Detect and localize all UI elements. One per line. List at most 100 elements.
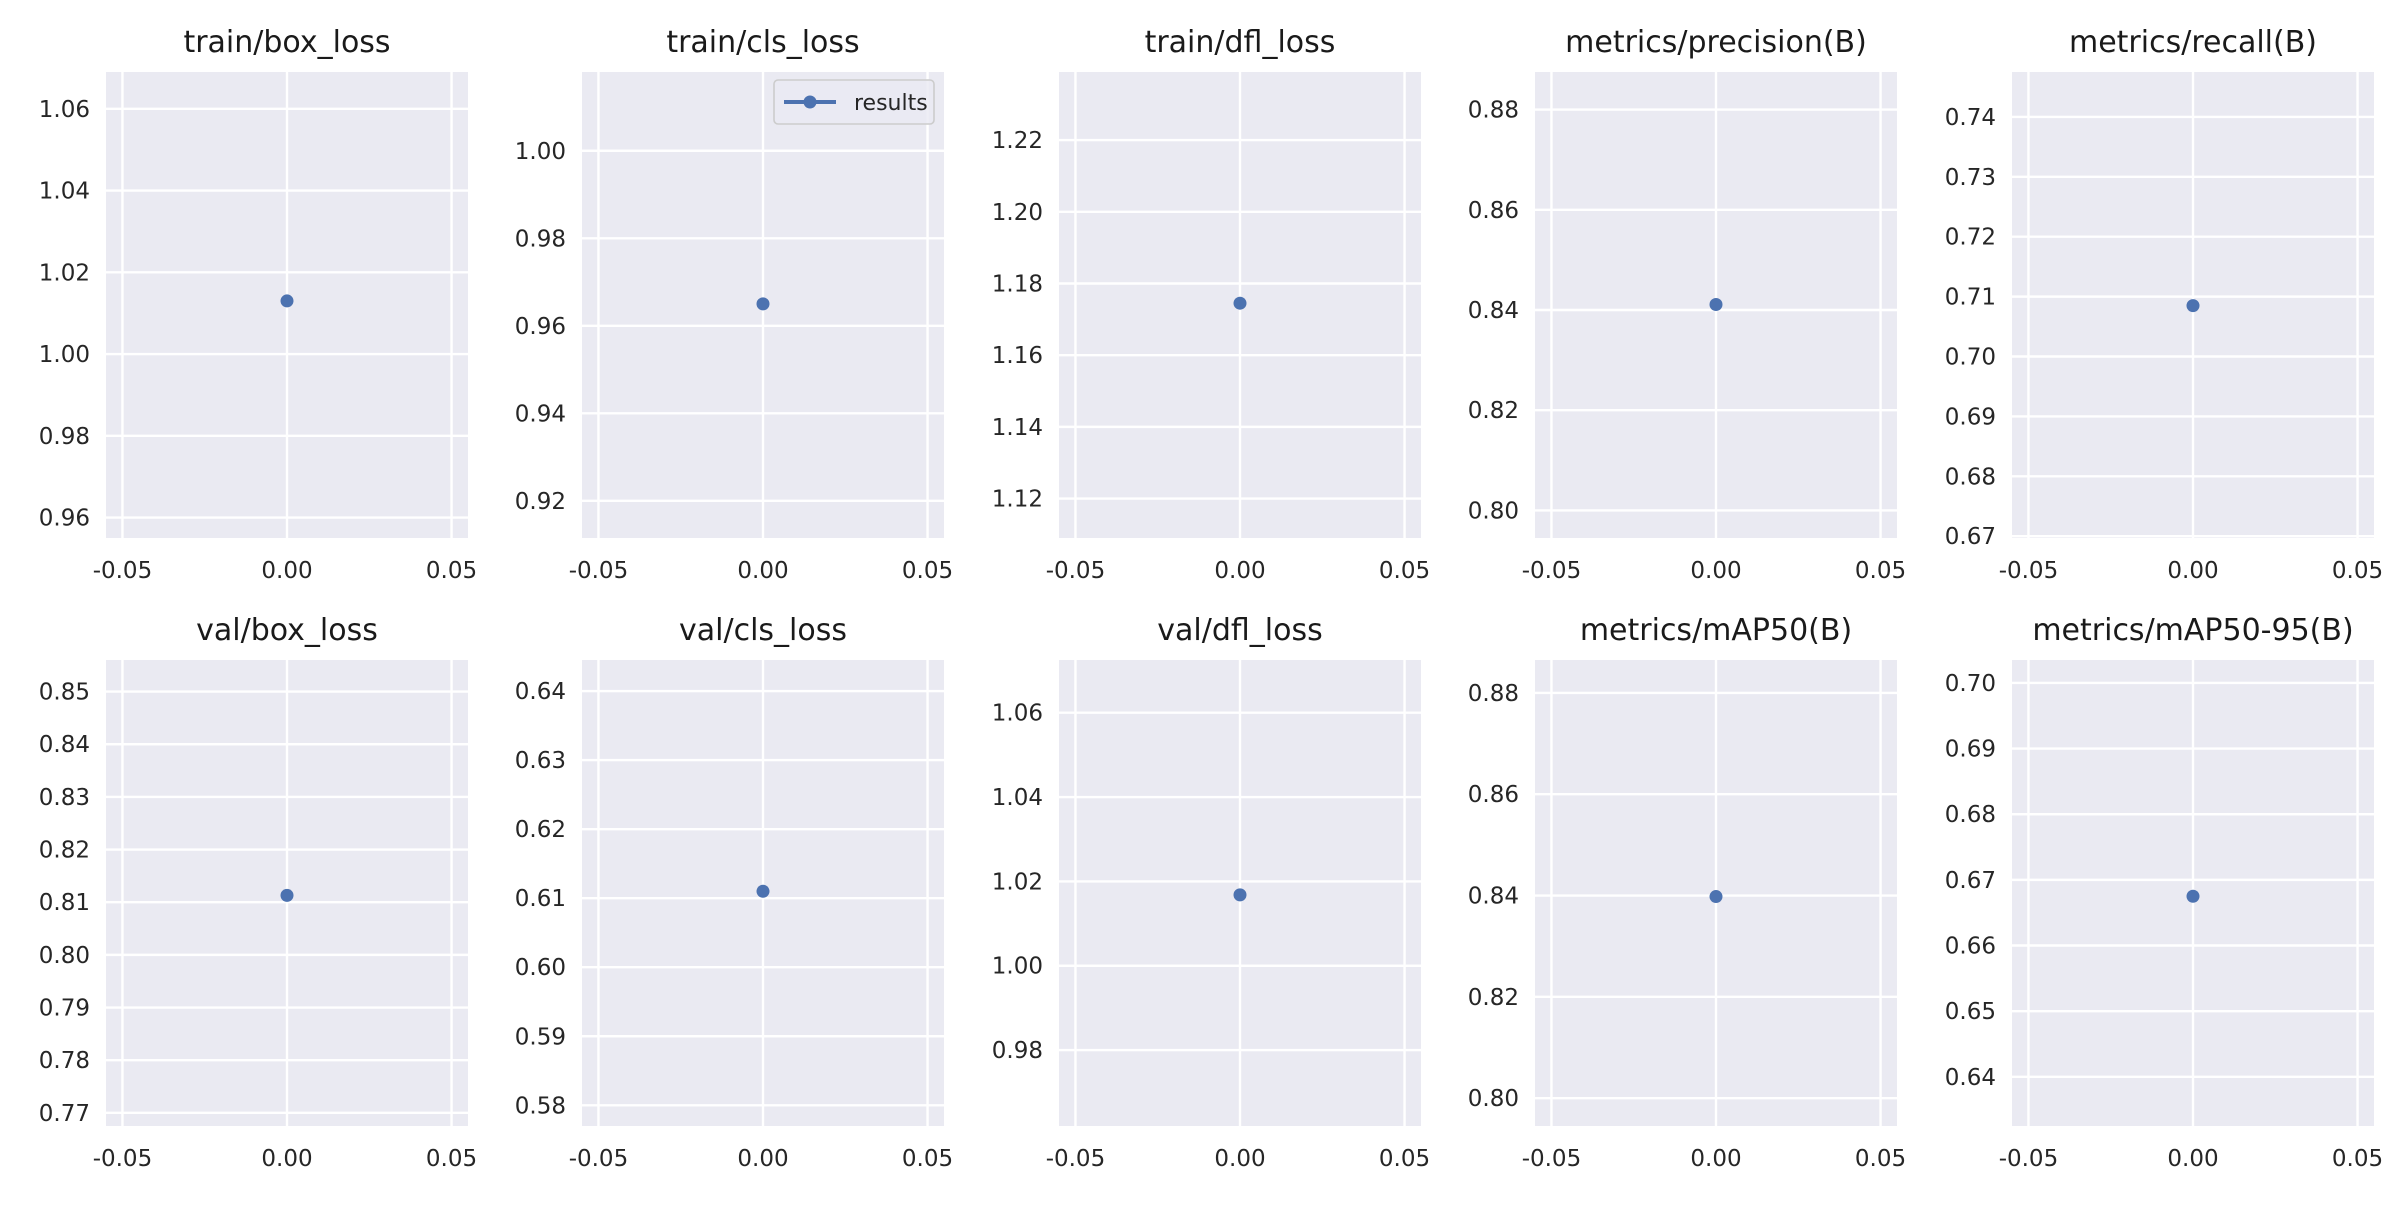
data-point (1233, 296, 1247, 310)
panel-title: val/dfl_loss (1157, 613, 1322, 648)
y-tick-label: 0.94 (515, 401, 566, 427)
x-tick-label: -0.05 (1999, 1146, 2059, 1172)
panel-title: metrics/mAP50(B) (1580, 613, 1852, 648)
panel-title: train/box_loss (183, 25, 390, 60)
legend-label: results (854, 91, 928, 116)
y-tick-label: 0.80 (1468, 1086, 1519, 1112)
x-tick-label: 0.05 (2332, 558, 2383, 584)
panel-title: metrics/recall(B) (2069, 25, 2317, 60)
x-tick-label: 0.00 (1214, 1146, 1265, 1172)
data-point (2186, 299, 2200, 313)
y-tick-label: 0.80 (39, 943, 90, 969)
y-tick-label: 0.67 (1945, 524, 1996, 550)
axes-content (1059, 72, 1421, 538)
x-tick-label: 0.05 (2332, 1146, 2383, 1172)
legend: results (773, 79, 935, 125)
y-tick-label: 1.02 (39, 260, 90, 286)
y-tick-label: 0.86 (1468, 782, 1519, 808)
y-tick-label: 0.96 (39, 506, 90, 532)
x-tick-label: 0.00 (737, 1146, 788, 1172)
y-tick-label: 0.64 (515, 679, 566, 705)
y-tick-label: 0.98 (992, 1038, 1043, 1064)
subplot-val-box-loss: -0.05 0.00 0.05 0.77 0.78 0.79 0.80 0.81 0.82 0.8… (39, 613, 477, 1172)
y-tick-label: 0.78 (39, 1048, 90, 1074)
y-tick-label: 1.06 (39, 97, 90, 123)
x-tick-label: -0.05 (1046, 1146, 1106, 1172)
y-tick-label: 1.12 (992, 487, 1043, 513)
data-point (756, 884, 770, 898)
panel-title: val/cls_loss (679, 613, 847, 648)
y-tick-label: 0.66 (1945, 934, 1996, 960)
x-tick-label: 0.00 (737, 558, 788, 584)
y-tick-label: 0.98 (39, 424, 90, 450)
axes-content (2012, 72, 2374, 538)
y-tick-label: 1.14 (992, 415, 1043, 441)
x-tick-label: 0.00 (1690, 1146, 1741, 1172)
y-tick-label: 1.22 (992, 128, 1043, 154)
panel-title: train/dfl_loss (1145, 25, 1336, 60)
y-tick-label: 1.20 (992, 200, 1043, 226)
axes-content (1535, 660, 1897, 1126)
x-tick-label: 0.05 (902, 1146, 953, 1172)
y-tick-label: 0.70 (1945, 345, 1996, 371)
x-tick-label: 0.00 (261, 558, 312, 584)
subplot-val-dfl-loss: -0.05 0.00 0.05 0.98 1.00 1.02 1.04 1.06 val/dfl… (992, 613, 1430, 1172)
x-tick-label: 0.00 (1690, 558, 1741, 584)
y-tick-label: 0.88 (1468, 98, 1519, 124)
subplot-metrics-recall-b: -0.05 0.00 0.05 0.67 0.68 0.69 0.70 0.71 0.72 0.7… (1945, 25, 2383, 584)
y-tick-label: 0.80 (1468, 498, 1519, 524)
x-tick-label: 0.05 (426, 558, 477, 584)
x-tick-label: -0.05 (1046, 558, 1106, 584)
x-tick-label: 0.00 (1214, 558, 1265, 584)
data-point (1709, 890, 1723, 904)
y-tick-label: 0.77 (39, 1101, 90, 1127)
y-tick-label: 0.84 (1468, 298, 1519, 324)
y-tick-label: 0.82 (39, 838, 90, 864)
y-tick-label: 0.72 (1945, 225, 1996, 251)
y-tick-label: 0.86 (1468, 198, 1519, 224)
y-tick-label: 0.62 (515, 817, 566, 843)
axes-content (2012, 660, 2374, 1126)
x-tick-label: -0.05 (93, 1146, 153, 1172)
x-tick-label: 0.05 (1379, 558, 1430, 584)
x-tick-label: 0.05 (1855, 558, 1906, 584)
y-tick-label: 0.63 (515, 748, 566, 774)
axes-content (582, 660, 944, 1126)
y-tick-label: 0.69 (1945, 404, 1996, 430)
panel-title: metrics/precision(B) (1565, 25, 1867, 60)
y-tick-label: 0.96 (515, 314, 566, 340)
y-tick-label: 1.00 (515, 139, 566, 165)
x-tick-label: 0.00 (261, 1146, 312, 1172)
subplot-train-cls-loss: -0.05 0.00 0.05 0.92 0.94 0.96 0.98 1.00 train/c… (515, 25, 953, 584)
data-point (1709, 297, 1723, 311)
x-tick-label: -0.05 (1999, 558, 2059, 584)
panel-title: metrics/mAP50-95(B) (2032, 613, 2353, 648)
x-tick-label: -0.05 (1522, 1146, 1582, 1172)
subplot-metrics-map50-95-b: -0.05 0.00 0.05 0.64 0.65 0.66 0.67 0.68 0.69 0.7… (1945, 613, 2383, 1172)
x-tick-label: 0.00 (2167, 1146, 2218, 1172)
x-tick-label: -0.05 (1522, 558, 1582, 584)
data-point (756, 297, 770, 311)
axes-content (106, 660, 468, 1126)
x-tick-label: -0.05 (569, 558, 629, 584)
axes-content (1059, 660, 1421, 1126)
y-tick-label: 0.70 (1945, 671, 1996, 697)
panel-title: val/box_loss (196, 613, 378, 648)
data-point (280, 888, 294, 902)
axes-content (106, 72, 468, 538)
y-tick-label: 0.82 (1468, 398, 1519, 424)
y-tick-label: 0.73 (1945, 165, 1996, 191)
y-tick-label: 0.98 (515, 226, 566, 252)
subplot-metrics-map50-b: -0.05 0.00 0.05 0.80 0.82 0.84 0.86 0.88 metrics… (1468, 613, 1906, 1172)
legend-marker (803, 95, 817, 109)
y-tick-label: 0.85 (39, 680, 90, 706)
y-tick-label: 0.84 (1468, 884, 1519, 910)
subplot-train-box-loss: -0.05 0.00 0.05 0.96 0.98 1.00 1.02 1.04 1.06 tra… (39, 25, 477, 584)
y-tick-label: 1.06 (992, 701, 1043, 727)
y-tick-label: 0.81 (39, 890, 90, 916)
axes-content (1535, 72, 1897, 538)
y-tick-label: 1.16 (992, 343, 1043, 369)
x-tick-label: 0.05 (1855, 1146, 1906, 1172)
